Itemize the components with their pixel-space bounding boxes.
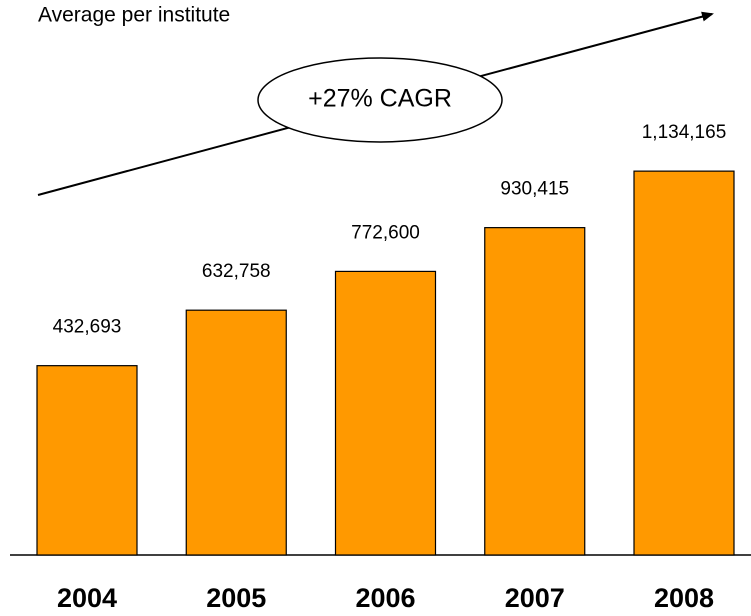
bar — [36, 365, 138, 556]
bar — [484, 227, 586, 556]
x-tick-label: 2007 — [505, 583, 565, 613]
x-tick-label: 2005 — [206, 583, 266, 613]
value-label: 772,600 — [351, 222, 420, 243]
value-label: 930,415 — [500, 179, 569, 200]
bar — [633, 170, 735, 556]
x-tick-label: 2008 — [654, 583, 714, 613]
value-label: 1,134,165 — [642, 122, 727, 143]
bar — [334, 270, 437, 556]
value-label: 432,693 — [53, 317, 122, 338]
bar — [185, 309, 287, 556]
annotation-ellipse — [257, 57, 503, 143]
x-tick-label: 2004 — [57, 583, 117, 613]
annotation: +27% CAGR — [308, 85, 452, 113]
x-tick-label: 2006 — [355, 583, 415, 613]
chart-title: Average per institute — [38, 4, 230, 27]
value-label: 632,758 — [202, 261, 271, 282]
